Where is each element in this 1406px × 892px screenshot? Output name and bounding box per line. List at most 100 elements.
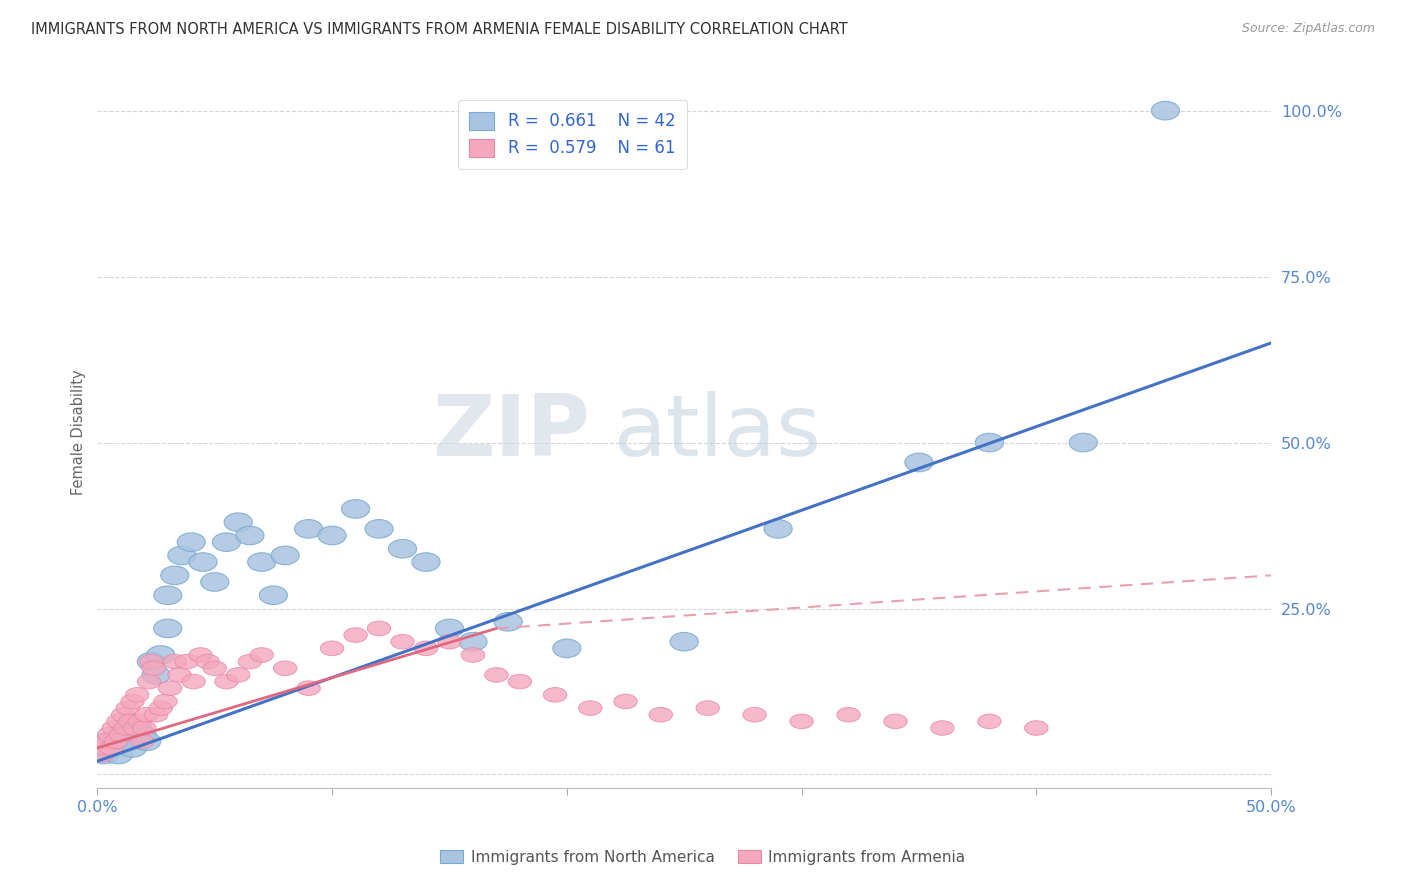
Ellipse shape: [103, 721, 125, 735]
Ellipse shape: [650, 707, 672, 722]
Ellipse shape: [149, 701, 173, 715]
Ellipse shape: [201, 573, 229, 591]
Ellipse shape: [1152, 102, 1180, 120]
Ellipse shape: [124, 721, 146, 735]
Ellipse shape: [391, 634, 415, 649]
Ellipse shape: [236, 526, 264, 545]
Ellipse shape: [146, 646, 174, 665]
Ellipse shape: [579, 701, 602, 715]
Ellipse shape: [696, 701, 720, 715]
Ellipse shape: [96, 732, 124, 750]
Ellipse shape: [132, 732, 160, 750]
Text: atlas: atlas: [614, 391, 821, 474]
Ellipse shape: [273, 661, 297, 675]
Ellipse shape: [321, 641, 344, 656]
Ellipse shape: [135, 707, 159, 722]
Ellipse shape: [160, 566, 188, 584]
Ellipse shape: [174, 655, 198, 669]
Ellipse shape: [412, 553, 440, 572]
Ellipse shape: [153, 619, 181, 638]
Ellipse shape: [226, 667, 250, 682]
Ellipse shape: [188, 553, 217, 572]
Ellipse shape: [90, 747, 114, 762]
Ellipse shape: [117, 701, 139, 715]
Ellipse shape: [485, 667, 508, 682]
Ellipse shape: [97, 727, 121, 742]
Ellipse shape: [107, 714, 131, 729]
Ellipse shape: [195, 655, 219, 669]
Ellipse shape: [790, 714, 813, 729]
Ellipse shape: [138, 652, 166, 671]
Ellipse shape: [977, 714, 1001, 729]
Ellipse shape: [145, 707, 167, 722]
Ellipse shape: [153, 694, 177, 709]
Legend: R =  0.661    N = 42, R =  0.579    N = 61: R = 0.661 N = 42, R = 0.579 N = 61: [458, 100, 688, 169]
Ellipse shape: [297, 681, 321, 696]
Ellipse shape: [905, 453, 934, 472]
Text: IMMIGRANTS FROM NORTH AMERICA VS IMMIGRANTS FROM ARMENIA FEMALE DISABILITY CORRE: IMMIGRANTS FROM NORTH AMERICA VS IMMIGRA…: [31, 22, 848, 37]
Ellipse shape: [163, 655, 187, 669]
Ellipse shape: [415, 641, 437, 656]
Ellipse shape: [1025, 721, 1047, 735]
Ellipse shape: [508, 674, 531, 689]
Ellipse shape: [131, 734, 153, 748]
Ellipse shape: [671, 632, 699, 651]
Ellipse shape: [884, 714, 907, 729]
Ellipse shape: [614, 694, 637, 709]
Ellipse shape: [458, 632, 486, 651]
Ellipse shape: [100, 739, 128, 757]
Ellipse shape: [177, 533, 205, 551]
Ellipse shape: [110, 725, 138, 744]
Ellipse shape: [837, 707, 860, 722]
Ellipse shape: [543, 688, 567, 702]
Ellipse shape: [294, 519, 323, 538]
Ellipse shape: [318, 526, 346, 545]
Ellipse shape: [139, 655, 163, 669]
Ellipse shape: [763, 519, 792, 538]
Ellipse shape: [153, 586, 181, 605]
Ellipse shape: [436, 619, 464, 638]
Y-axis label: Female Disability: Female Disability: [72, 370, 86, 495]
Ellipse shape: [188, 648, 212, 662]
Ellipse shape: [167, 667, 191, 682]
Ellipse shape: [181, 674, 205, 689]
Ellipse shape: [494, 613, 522, 631]
Ellipse shape: [388, 540, 416, 558]
Ellipse shape: [367, 621, 391, 636]
Ellipse shape: [96, 734, 118, 748]
Ellipse shape: [159, 681, 181, 696]
Ellipse shape: [118, 714, 142, 729]
Ellipse shape: [238, 655, 262, 669]
Ellipse shape: [202, 661, 226, 675]
Ellipse shape: [976, 434, 1004, 452]
Ellipse shape: [247, 553, 276, 572]
Ellipse shape: [111, 707, 135, 722]
Ellipse shape: [114, 732, 142, 750]
Ellipse shape: [100, 740, 124, 756]
Ellipse shape: [142, 661, 166, 675]
Ellipse shape: [250, 648, 273, 662]
Legend: Immigrants from North America, Immigrants from Armenia: Immigrants from North America, Immigrant…: [434, 844, 972, 871]
Ellipse shape: [142, 665, 170, 684]
Ellipse shape: [366, 519, 394, 538]
Ellipse shape: [344, 628, 367, 642]
Ellipse shape: [110, 727, 132, 742]
Ellipse shape: [104, 746, 132, 764]
Ellipse shape: [128, 714, 152, 729]
Ellipse shape: [342, 500, 370, 518]
Ellipse shape: [125, 688, 149, 702]
Ellipse shape: [90, 746, 118, 764]
Ellipse shape: [931, 721, 955, 735]
Text: Source: ZipAtlas.com: Source: ZipAtlas.com: [1241, 22, 1375, 36]
Ellipse shape: [124, 719, 152, 738]
Ellipse shape: [742, 707, 766, 722]
Ellipse shape: [104, 734, 128, 748]
Ellipse shape: [259, 586, 287, 605]
Ellipse shape: [271, 546, 299, 565]
Ellipse shape: [167, 546, 195, 565]
Ellipse shape: [224, 513, 252, 532]
Ellipse shape: [93, 740, 117, 756]
Ellipse shape: [114, 721, 138, 735]
Ellipse shape: [128, 725, 156, 744]
Ellipse shape: [215, 674, 238, 689]
